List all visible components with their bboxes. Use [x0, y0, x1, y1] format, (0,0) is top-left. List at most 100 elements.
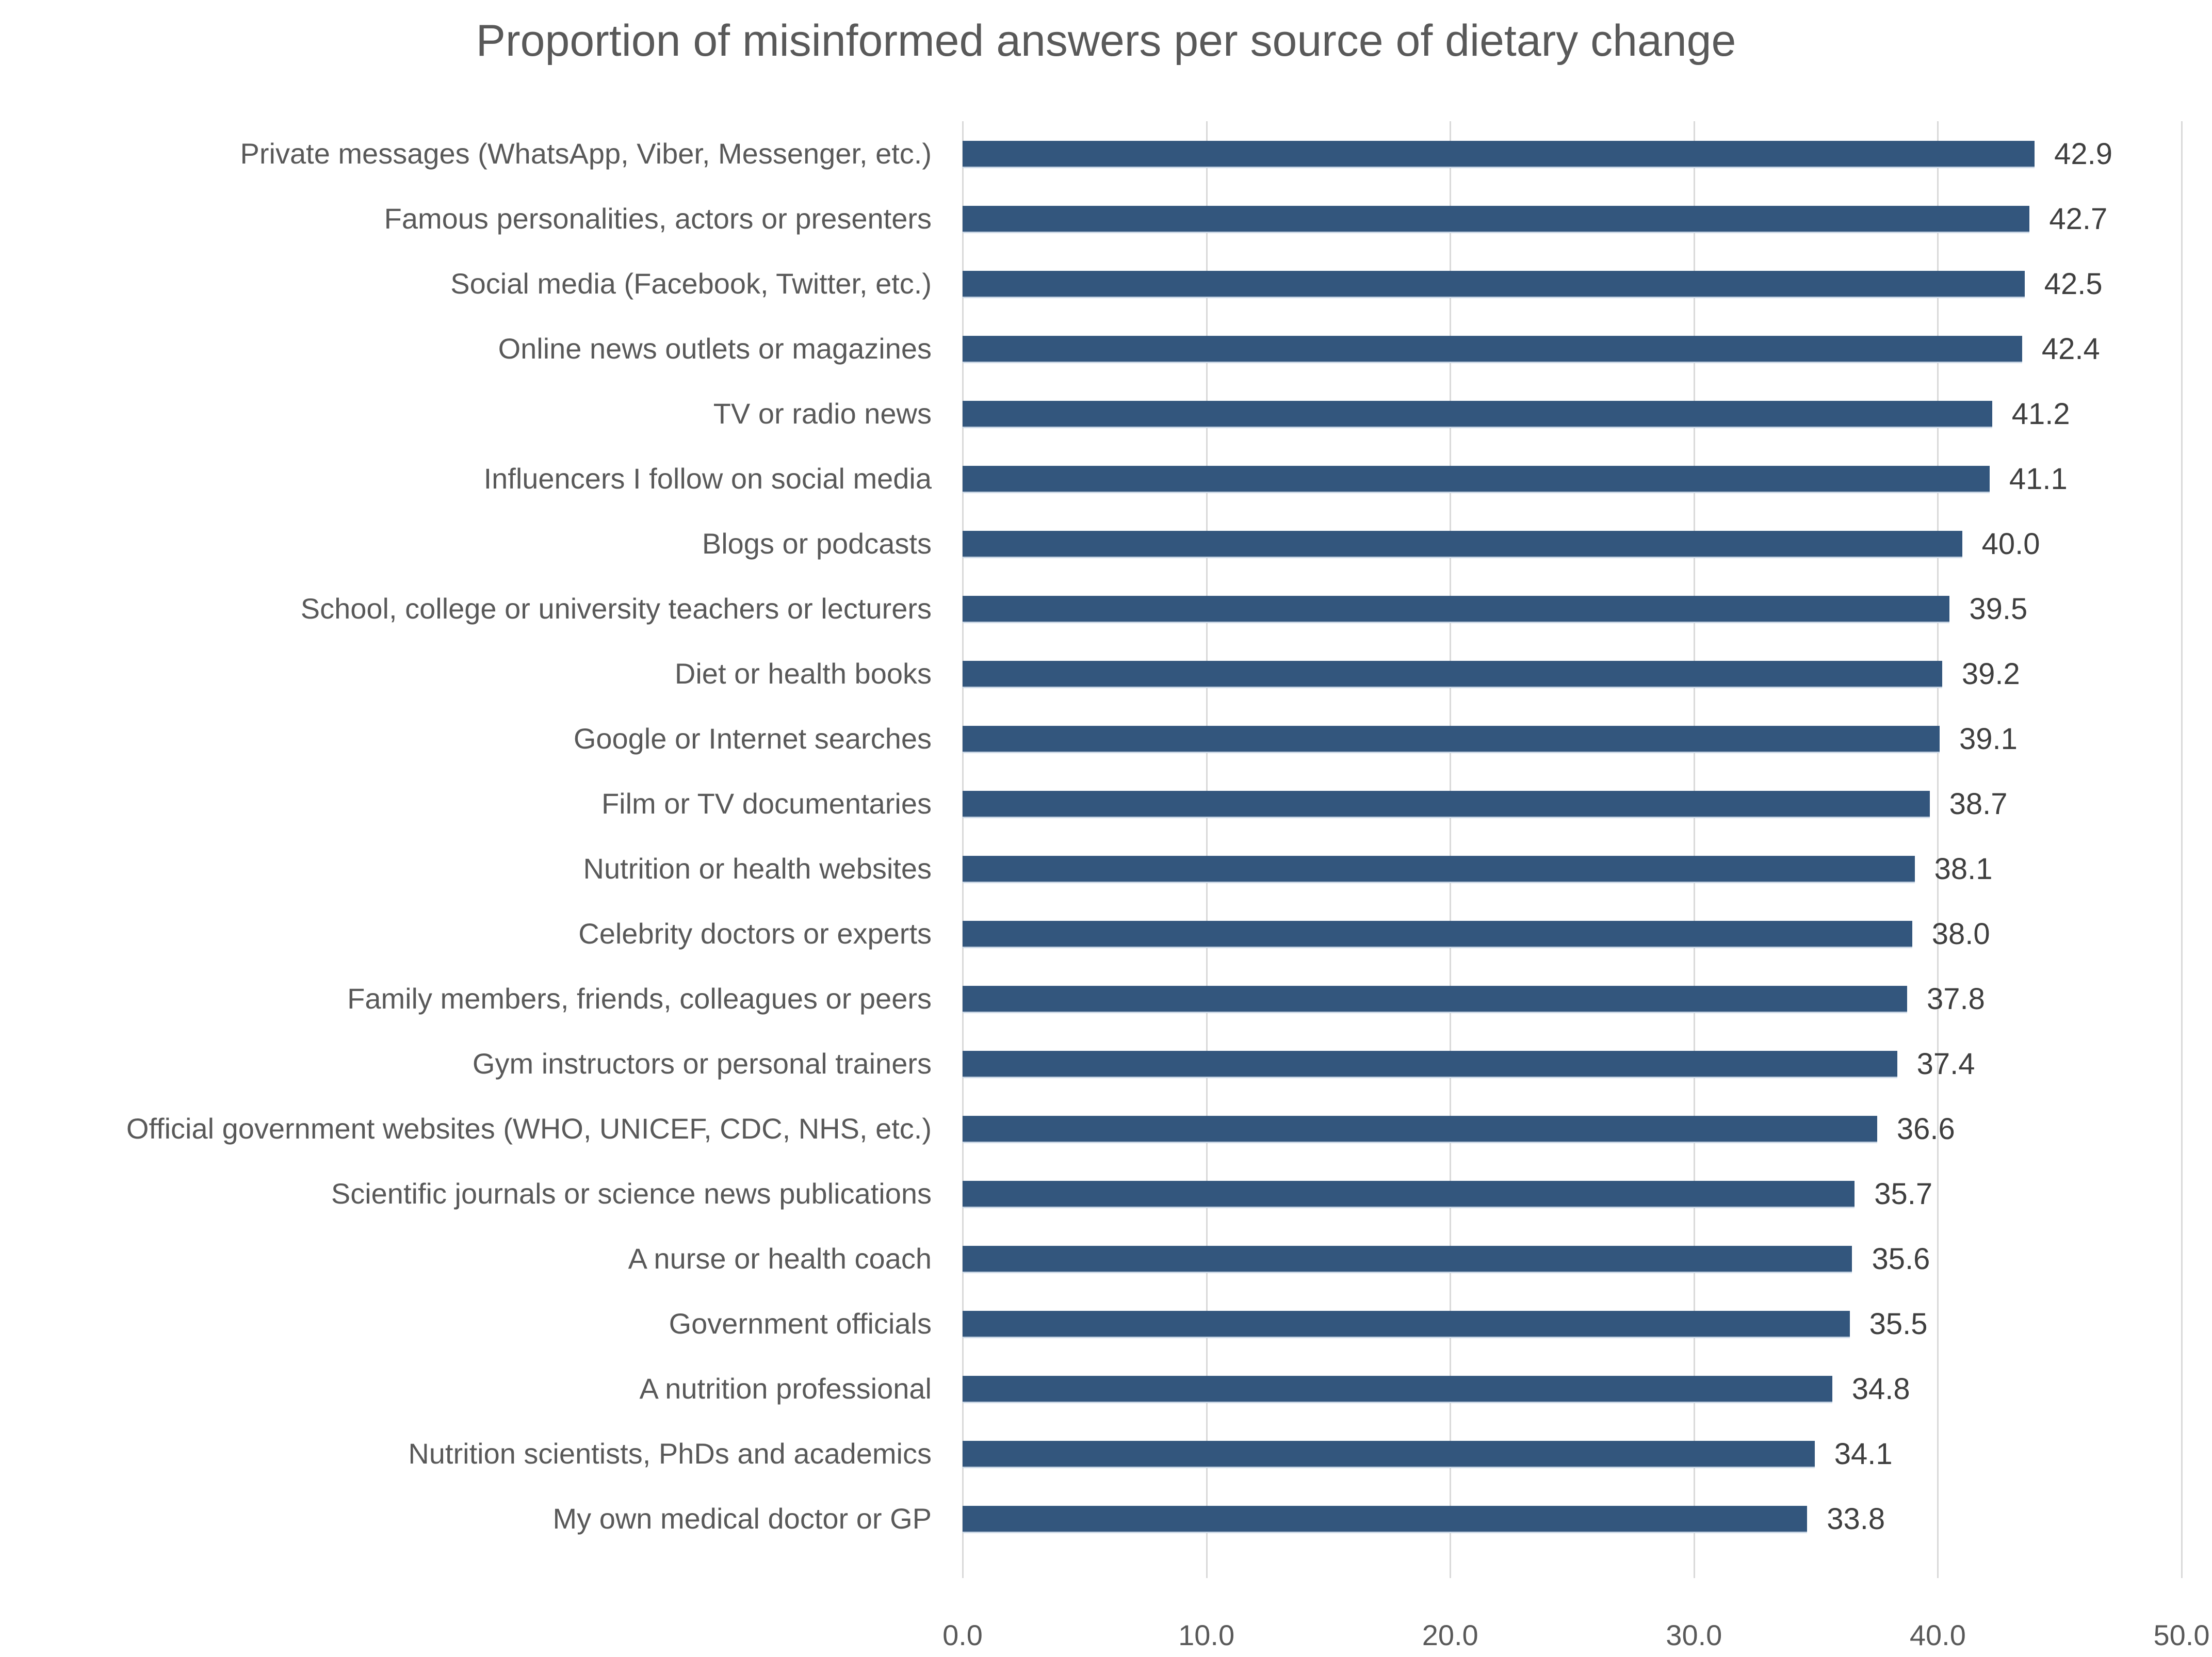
- x-tick-label: 30.0: [1666, 1619, 1722, 1651]
- bar-row: A nurse or health coach 35.6: [0, 1226, 2212, 1291]
- row-plot: 35.5: [963, 1291, 2212, 1356]
- gridline-x-0: [962, 121, 964, 1551]
- bar-value-label: 35.6: [1872, 1242, 1930, 1276]
- bar-value-label: 36.6: [1896, 1112, 1955, 1146]
- row-plot: 42.9: [963, 121, 2212, 186]
- bar: [963, 206, 2030, 232]
- bar: [963, 336, 2022, 362]
- category-label: Diet or health books: [674, 657, 932, 690]
- bar-value-label: 34.1: [1834, 1437, 1893, 1471]
- category-label: Online news outlets or magazines: [498, 332, 932, 365]
- row-plot: 35.6: [963, 1226, 2212, 1291]
- category-label: Government officials: [669, 1307, 932, 1340]
- row-plot: 37.4: [963, 1031, 2212, 1096]
- category-label: Nutrition or health websites: [583, 852, 932, 885]
- category-label: Gym instructors or personal trainers: [472, 1047, 932, 1080]
- axis-tick-x-20: [1450, 1551, 1452, 1578]
- row-plot: 38.0: [963, 901, 2212, 966]
- category-label: Google or Internet searches: [573, 722, 932, 755]
- bar: [963, 1246, 1852, 1272]
- bar-row: School, college or university teachers o…: [0, 576, 2212, 641]
- category-label: Social media (Facebook, Twitter, etc.): [450, 267, 932, 300]
- axis-tick-x-0: [962, 1551, 964, 1578]
- category-label: Nutrition scientists, PhDs and academics: [408, 1437, 932, 1470]
- gridline-x-40: [1937, 121, 1939, 1551]
- category-label: My own medical doctor or GP: [552, 1502, 932, 1535]
- row-plot: 39.5: [963, 576, 2212, 641]
- bar-value-label: 38.0: [1931, 917, 1990, 951]
- bar-value-label: 33.8: [1827, 1502, 1885, 1536]
- axis-tick-x-10: [1206, 1551, 1208, 1578]
- row-plot: 33.8: [963, 1486, 2212, 1551]
- bar: [963, 466, 1990, 492]
- axis-tick-x-40: [1937, 1551, 1939, 1578]
- bar-row: Official government websites (WHO, UNICE…: [0, 1096, 2212, 1161]
- bar-value-label: 42.9: [2054, 137, 2112, 171]
- row-plot: 39.1: [963, 706, 2212, 771]
- bar-value-label: 40.0: [1981, 527, 2040, 561]
- category-label: A nutrition professional: [639, 1372, 932, 1405]
- category-label: Official government websites (WHO, UNICE…: [126, 1112, 932, 1145]
- bar: [963, 271, 2025, 297]
- category-label: Famous personalities, actors or presente…: [384, 202, 932, 235]
- bar-value-label: 34.8: [1851, 1372, 1910, 1406]
- bar-row: Nutrition or health websites 38.1: [0, 836, 2212, 901]
- bar-value-label: 38.1: [1934, 852, 1993, 886]
- category-label: A nurse or health coach: [628, 1242, 932, 1275]
- bar: [963, 141, 2035, 167]
- bar: [963, 1441, 1815, 1467]
- gridline-x-30: [1693, 121, 1695, 1551]
- x-tick-label: 20.0: [1422, 1619, 1478, 1651]
- row-plot: 36.6: [963, 1096, 2212, 1161]
- bar-value-label: 42.4: [2041, 332, 2100, 366]
- plot-area: [962, 121, 2183, 1578]
- category-label: Private messages (WhatsApp, Viber, Messe…: [240, 137, 932, 170]
- bar-row: Government officials 35.5: [0, 1291, 2212, 1356]
- category-label: Family members, friends, colleagues or p…: [347, 982, 932, 1015]
- row-plot: 41.2: [963, 381, 2212, 446]
- row-plot: 34.8: [963, 1356, 2212, 1421]
- bar: [963, 596, 1950, 622]
- bar-row: Social media (Facebook, Twitter, etc.) 42…: [0, 251, 2212, 316]
- category-label: Scientific journals or science news publ…: [331, 1177, 932, 1210]
- bar-value-label: 39.2: [1961, 657, 2020, 691]
- bar: [963, 1506, 1808, 1532]
- bar-row: Famous personalities, actors or presente…: [0, 186, 2212, 251]
- bar-value-label: 42.5: [2044, 267, 2103, 301]
- chart-title: Proportion of misinformed answers per so…: [476, 16, 1736, 66]
- bar-value-label: 35.5: [1869, 1307, 1928, 1341]
- bar: [963, 401, 1992, 427]
- bar-value-label: 37.4: [1916, 1047, 1975, 1081]
- row-plot: 38.1: [963, 836, 2212, 901]
- bar: [963, 726, 1940, 752]
- bar-row: Nutrition scientists, PhDs and academics…: [0, 1421, 2212, 1486]
- bar-value-label: 39.5: [1969, 592, 2028, 626]
- x-tick-label: 40.0: [1909, 1619, 1966, 1651]
- bar-row: Influencers I follow on social media 41.1: [0, 446, 2212, 511]
- row-plot: 34.1: [963, 1421, 2212, 1486]
- bar-row: Blogs or podcasts 40.0: [0, 511, 2212, 576]
- axis-tick-x-30: [1693, 1551, 1695, 1578]
- axis-tick-x-50: [2181, 1551, 2183, 1578]
- bar-row: Film or TV documentaries 38.7: [0, 771, 2212, 836]
- row-plot: 42.4: [963, 316, 2212, 381]
- bar: [963, 986, 1908, 1012]
- bar-value-label: 37.8: [1927, 982, 1985, 1016]
- category-label: Influencers I follow on social media: [483, 462, 932, 495]
- bar: [963, 1051, 1897, 1077]
- bar-value-label: 39.1: [1959, 722, 2018, 756]
- bar-value-label: 41.1: [2009, 462, 2068, 496]
- bar-row: Family members, friends, colleagues or p…: [0, 966, 2212, 1031]
- gridline-x-50: [2181, 121, 2183, 1551]
- row-plot: 42.5: [963, 251, 2212, 316]
- bar-row: Diet or health books 39.2: [0, 641, 2212, 706]
- category-label: Film or TV documentaries: [601, 787, 932, 820]
- row-plot: 35.7: [963, 1161, 2212, 1226]
- bar: [963, 1181, 1855, 1207]
- row-plot: 37.8: [963, 966, 2212, 1031]
- gridline-x-10: [1206, 121, 1208, 1551]
- x-axis: 0.0 10.0 20.0 30.0 40.0 50.0: [942, 1618, 2209, 1654]
- row-plot: 39.2: [963, 641, 2212, 706]
- bar-row: Gym instructors or personal trainers 37.4: [0, 1031, 2212, 1096]
- gridline-x-20: [1450, 121, 1452, 1551]
